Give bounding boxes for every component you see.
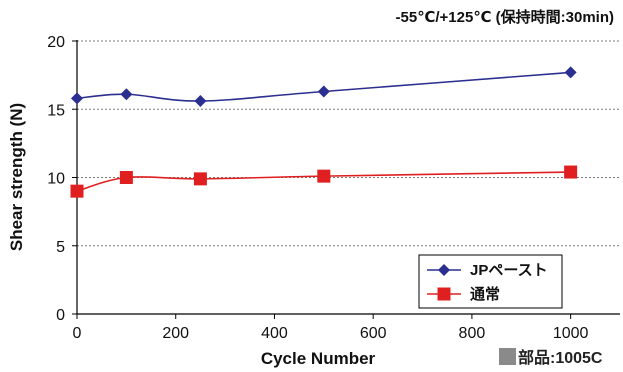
data-point-s0-2: [194, 95, 207, 108]
x-axis-title: Cycle Number: [261, 349, 376, 368]
part-label: 部品:1005C: [518, 348, 603, 367]
x-tick-label-0: 0: [73, 325, 82, 342]
condition-annotation: -55℃/+125℃ (保持時間:30min): [396, 8, 614, 26]
legend-label-jp: JPペースト: [470, 262, 548, 279]
legend-marker-jp: [438, 264, 450, 276]
data-point-s1-3: [317, 169, 331, 183]
data-point-s0-3: [317, 85, 330, 98]
y-tick-label-10: 10: [47, 171, 65, 188]
x-tick-label-400: 400: [261, 325, 288, 342]
series-group: [70, 66, 578, 198]
x-tick-label-800: 800: [459, 325, 486, 342]
data-point-s1-0: [70, 184, 84, 198]
y-axis-title: Shear strength (N): [7, 103, 26, 251]
legend: JPペースト 通常: [418, 254, 563, 309]
x-tick-labels: 0 200 400 600 800 1000: [73, 314, 589, 342]
grid-lines: [77, 40, 620, 247]
data-point-s0-1: [120, 88, 133, 101]
y-tick-label-5: 5: [56, 239, 65, 256]
data-point-s1-4: [564, 165, 578, 179]
legend-label-normal: 通常: [470, 285, 500, 303]
y-tick-labels: 0 5 10 15 20: [47, 34, 77, 324]
y-tick-label-20: 20: [47, 34, 65, 51]
part-label-marker: [499, 348, 516, 365]
x-tick-label-200: 200: [162, 325, 189, 342]
data-point-s1-2: [193, 172, 207, 186]
y-tick-label-15: 15: [47, 102, 65, 119]
x-tick-label-600: 600: [360, 325, 387, 342]
data-point-s1-1: [119, 171, 133, 184]
legend-marker-normal: [437, 287, 451, 301]
data-point-s0-4: [564, 66, 577, 79]
y-tick-label-0: 0: [56, 307, 65, 324]
data-point-s0-0: [71, 92, 83, 105]
x-tick-label-1000: 1000: [553, 325, 589, 342]
